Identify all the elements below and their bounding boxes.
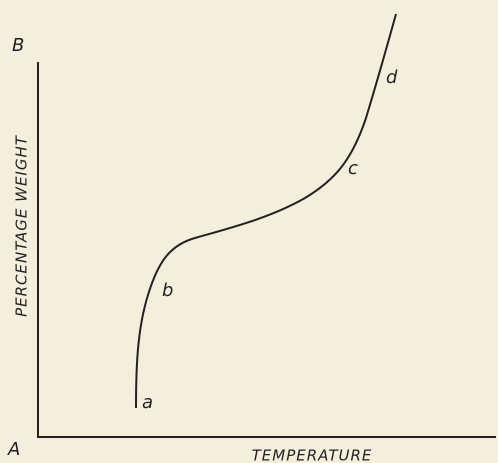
curve-label: c: [348, 158, 358, 179]
y-end-label: B: [12, 35, 24, 56]
origin-label: A: [7, 439, 20, 460]
y-axis-label: PERCENTAGE WEIGHT: [13, 134, 31, 317]
curve-label: b: [162, 280, 173, 301]
curve-label: d: [386, 67, 398, 88]
curve: [135, 13, 397, 409]
x-axis-label: TEMPERATURE: [252, 447, 373, 463]
curve-label: a: [142, 392, 153, 413]
